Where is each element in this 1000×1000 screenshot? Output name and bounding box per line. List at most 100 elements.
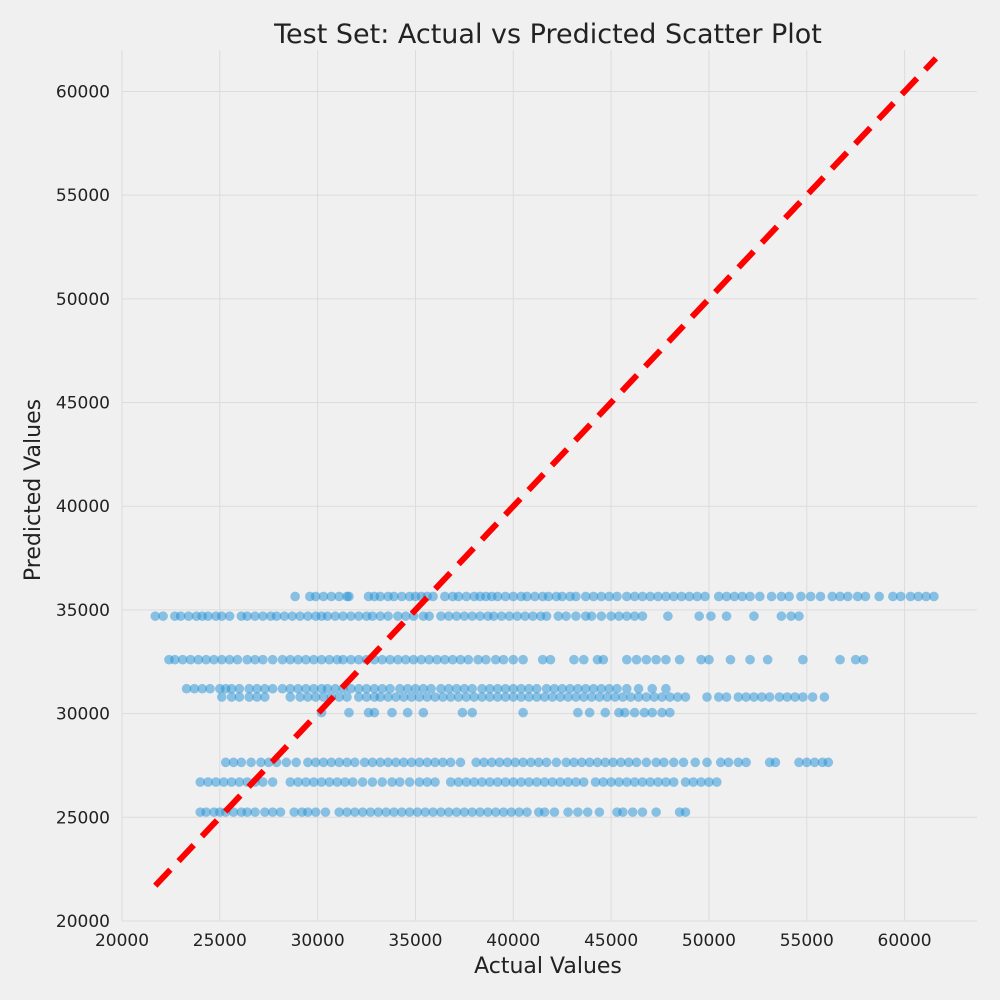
data-point: [322, 683, 333, 694]
data-point: [555, 692, 566, 702]
data-point: [353, 611, 364, 621]
data-point: [455, 757, 466, 768]
data-point: [539, 807, 550, 817]
data-point: [639, 707, 650, 718]
data-point: [504, 611, 515, 621]
x-tick-label: 55000: [780, 931, 834, 951]
data-point: [782, 692, 793, 702]
data-point: [369, 683, 380, 694]
data-point: [647, 707, 658, 718]
data-point: [645, 591, 656, 602]
data-point: [326, 591, 337, 602]
data-point: [500, 683, 511, 694]
data-point: [234, 692, 245, 702]
data-point: [308, 683, 319, 694]
data-point: [201, 807, 211, 817]
data-point: [197, 683, 208, 694]
data-point: [508, 591, 519, 602]
data-point: [645, 777, 656, 787]
data-point: [353, 683, 364, 694]
data-point: [443, 683, 454, 694]
data-point: [451, 807, 462, 817]
data-point: [621, 591, 632, 602]
data-point: [467, 707, 478, 718]
data-point: [539, 777, 550, 787]
data-point: [485, 683, 495, 694]
data-point: [676, 591, 687, 602]
data-point: [860, 591, 871, 602]
data-point: [346, 654, 356, 665]
data-point: [486, 757, 497, 768]
data-point: [408, 654, 419, 665]
data-point: [616, 757, 626, 768]
data-point: [592, 757, 603, 768]
data-point: [921, 591, 931, 602]
data-point: [285, 683, 296, 694]
data-point: [647, 683, 658, 694]
data-point: [702, 692, 712, 702]
data-point: [539, 692, 550, 702]
data-point: [531, 777, 542, 787]
data-point: [344, 707, 354, 718]
data-point: [320, 807, 331, 817]
data-point: [414, 757, 425, 768]
data-point: [823, 757, 834, 768]
data-point: [895, 591, 906, 602]
data-point: [361, 692, 372, 702]
data-point: [555, 777, 566, 787]
data-point: [461, 777, 472, 787]
data-point: [657, 692, 667, 702]
data-point: [277, 683, 288, 694]
data-point: [424, 654, 434, 665]
data-point: [573, 807, 583, 817]
data-point: [764, 692, 775, 702]
data-point: [195, 777, 206, 787]
data-point: [696, 654, 706, 665]
data-point: [170, 654, 180, 665]
data-point: [492, 692, 503, 702]
data-point: [279, 611, 290, 621]
data-point: [440, 654, 450, 665]
data-point: [350, 757, 360, 768]
data-point: [625, 692, 636, 702]
data-point: [367, 777, 378, 787]
data-point: [674, 654, 685, 665]
data-point: [721, 591, 732, 602]
data-point: [510, 757, 521, 768]
data-point: [618, 692, 628, 702]
data-point: [586, 611, 597, 621]
data-point: [621, 611, 632, 621]
data-point: [414, 692, 425, 702]
data-point: [158, 611, 168, 621]
data-point: [218, 777, 229, 787]
data-point: [612, 591, 622, 602]
data-point: [784, 591, 794, 602]
data-point: [745, 654, 755, 665]
x-axis-label: Actual Values: [474, 954, 622, 979]
data-point: [295, 611, 305, 621]
data-point: [749, 692, 759, 702]
data-point: [332, 777, 343, 787]
data-point: [715, 757, 726, 768]
data-point: [680, 777, 691, 787]
data-point: [228, 757, 239, 768]
data-point: [260, 807, 270, 817]
data-point: [391, 692, 401, 702]
data-point: [520, 611, 530, 621]
data-point: [563, 692, 573, 702]
data-point: [359, 757, 370, 768]
data-point: [385, 654, 395, 665]
data-point: [663, 611, 673, 621]
data-point: [267, 807, 278, 817]
data-point: [330, 611, 341, 621]
data-point: [518, 707, 528, 718]
data-point: [334, 692, 344, 702]
data-point: [301, 683, 311, 694]
data-point: [678, 757, 689, 768]
data-point: [209, 654, 219, 665]
data-point: [189, 683, 200, 694]
data-point: [310, 807, 321, 817]
data-point: [776, 591, 787, 602]
data-point: [786, 611, 796, 621]
data-point: [713, 591, 724, 602]
